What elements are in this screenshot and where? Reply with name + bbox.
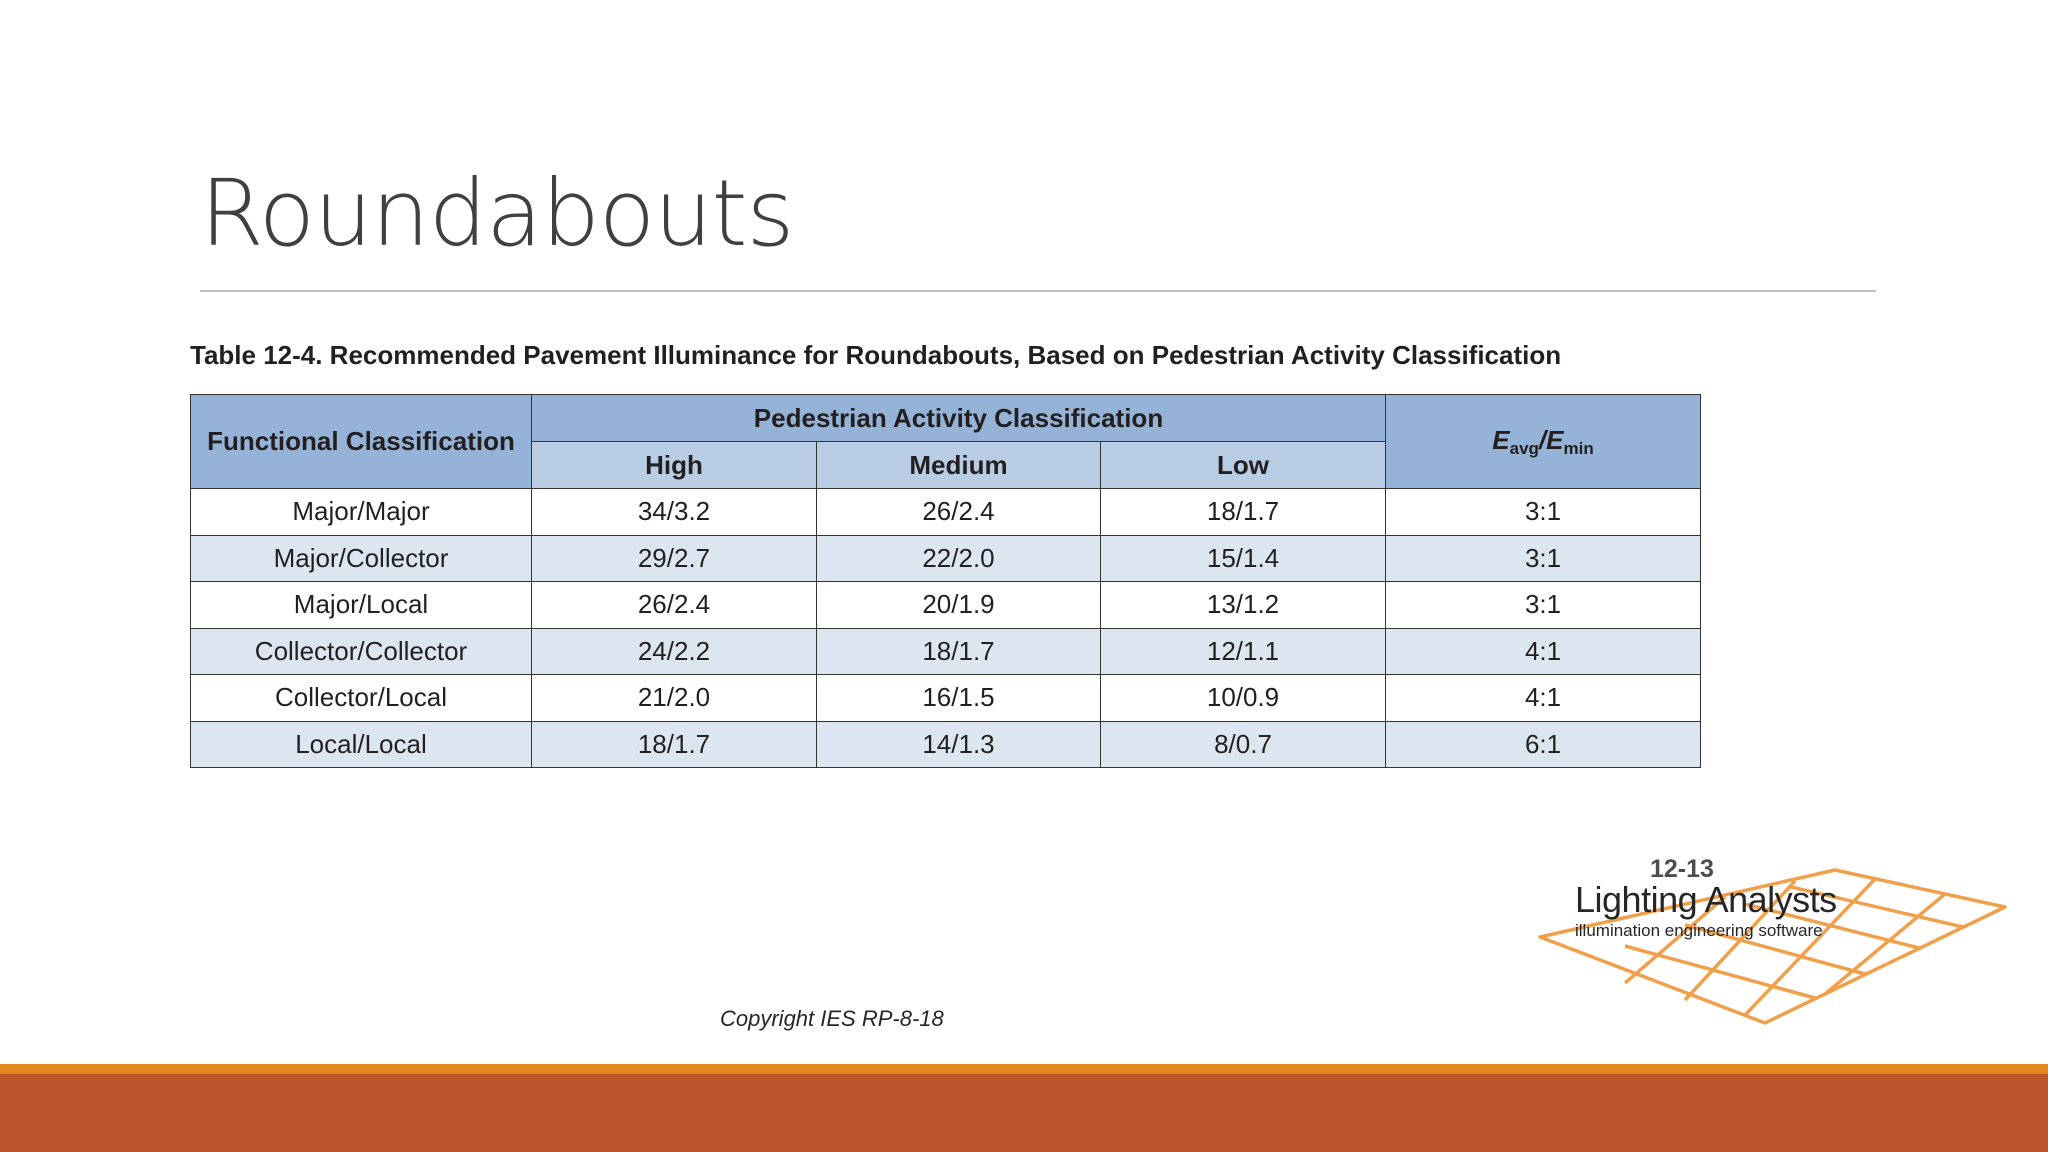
ratio-cell: 4:1 (1385, 627, 1702, 675)
classification-cell: Major/Local (190, 581, 532, 629)
logo-grid-graphic (1538, 868, 2007, 1025)
classification-cell: Collector/Collector (190, 627, 532, 675)
ratio-avg-subscript: avg (1509, 438, 1539, 458)
ratio-e-avg: E (1492, 424, 1510, 455)
medium-cell: 16/1.5 (816, 674, 1101, 722)
lighting-analysts-logo: 12-13 Lighting Analysts illumination eng… (1535, 845, 2015, 1030)
slide-title: Roundabouts (200, 160, 794, 267)
footer-bar (0, 1074, 2048, 1152)
table-caption: Table 12-4. Recommended Pavement Illumin… (190, 340, 1562, 370)
illuminance-table: Functional Classification Pedestrian Act… (190, 394, 1702, 768)
table-row: Major/Local 26/2.4 20/1.9 13/1.2 3:1 (190, 581, 1702, 629)
low-cell: 15/1.4 (1099, 534, 1387, 582)
high-cell: 34/3.2 (531, 488, 817, 536)
medium-cell: 20/1.9 (816, 581, 1101, 629)
low-header: Low (1099, 441, 1387, 489)
table-row: Collector/Local 21/2.0 16/1.5 10/0.9 4:1 (190, 674, 1702, 722)
low-cell: 10/0.9 (1099, 674, 1387, 722)
classification-cell: Collector/Local (190, 674, 532, 722)
ratio-cell: 4:1 (1385, 674, 1702, 722)
classification-cell: Local/Local (190, 720, 532, 768)
functional-classification-header: Functional Classification (190, 394, 532, 489)
table-row: Local/Local 18/1.7 14/1.3 8/0.7 6:1 (190, 720, 1702, 768)
ratio-cell: 3:1 (1385, 534, 1702, 582)
high-cell: 18/1.7 (531, 720, 817, 768)
copyright-note: Copyright IES RP-8-18 (720, 1006, 944, 1031)
medium-cell: 18/1.7 (816, 627, 1101, 675)
medium-cell: 26/2.4 (816, 488, 1101, 536)
table-row: Major/Collector 29/2.7 22/2.0 15/1.4 3:1 (190, 534, 1702, 582)
low-cell: 8/0.7 (1099, 720, 1387, 768)
high-header: High (531, 441, 817, 489)
medium-header: Medium (816, 441, 1101, 489)
low-cell: 12/1.1 (1099, 627, 1387, 675)
logo-name: Lighting Analysts (1575, 879, 1837, 920)
low-cell: 13/1.2 (1099, 581, 1387, 629)
ratio-cell: 6:1 (1385, 720, 1702, 768)
logo-number: 12-13 (1650, 855, 1714, 883)
ratio-cell: 3:1 (1385, 488, 1702, 536)
low-cell: 18/1.7 (1099, 488, 1387, 536)
pedestrian-activity-header: Pedestrian Activity Classification (530, 394, 1387, 442)
ratio-e-min: E (1546, 424, 1564, 455)
high-cell: 26/2.4 (531, 581, 817, 629)
high-cell: 29/2.7 (531, 534, 817, 582)
medium-cell: 14/1.3 (816, 720, 1101, 768)
footer-accent-stripe (0, 1064, 2048, 1074)
high-cell: 24/2.2 (531, 627, 817, 675)
high-cell: 21/2.0 (531, 674, 817, 722)
uniformity-ratio-header: Eavg/Emin (1385, 394, 1702, 489)
ratio-separator: / (1538, 424, 1547, 455)
logo-tagline: illumination engineering software (1575, 921, 1823, 940)
table-row: Major/Major 34/3.2 26/2.4 18/1.7 3:1 (190, 488, 1702, 536)
medium-cell: 22/2.0 (816, 534, 1101, 582)
classification-cell: Major/Collector (190, 534, 532, 582)
classification-cell: Major/Major (190, 488, 532, 536)
ratio-min-subscript: min (1563, 438, 1594, 458)
title-divider (200, 290, 1876, 292)
table-row: Collector/Collector 24/2.2 18/1.7 12/1.1… (190, 627, 1702, 675)
ratio-cell: 3:1 (1385, 581, 1702, 629)
